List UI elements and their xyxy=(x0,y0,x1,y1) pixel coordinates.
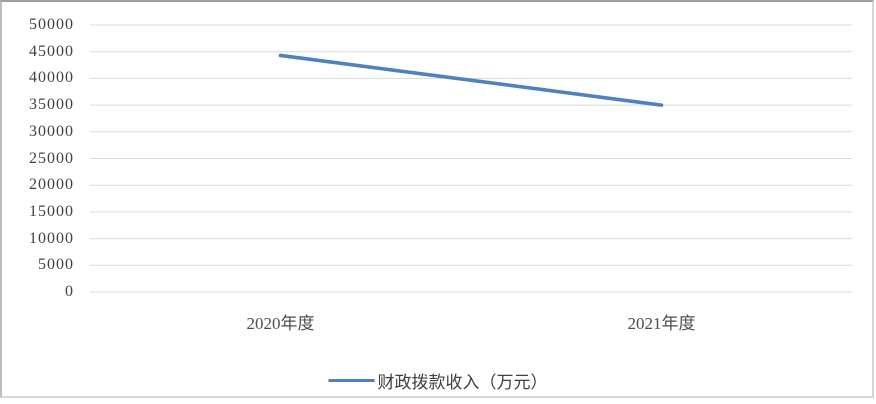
line-chart: 0 5000 10000 15000 20000 25000 30000 35000 40000… xyxy=(2,2,872,396)
plot-area xyxy=(90,24,852,293)
y-tick-label: 0 xyxy=(65,283,74,300)
y-tick-label: 40000 xyxy=(29,69,74,87)
series-line xyxy=(278,53,664,107)
y-tick-label: 45000 xyxy=(29,42,74,60)
x-axis-label-2020: 2020年度 xyxy=(246,314,315,333)
legend: 财政拨款收入（万元） xyxy=(328,368,548,393)
y-tick-label: 20000 xyxy=(29,176,74,194)
y-tick-label: 5000 xyxy=(38,256,74,274)
y-tick-label: 25000 xyxy=(29,149,74,167)
legend-line-swatch xyxy=(328,379,375,382)
legend-series-label: 财政拨款收入（万元） xyxy=(377,373,548,392)
y-tick-label: 15000 xyxy=(29,202,74,220)
x-axis-label-2021: 2021年度 xyxy=(627,314,696,333)
y-tick-label: 35000 xyxy=(29,96,74,114)
y-tick-label: 50000 xyxy=(29,16,74,33)
y-tick-label: 30000 xyxy=(29,122,74,140)
y-tick-label: 10000 xyxy=(29,229,74,247)
